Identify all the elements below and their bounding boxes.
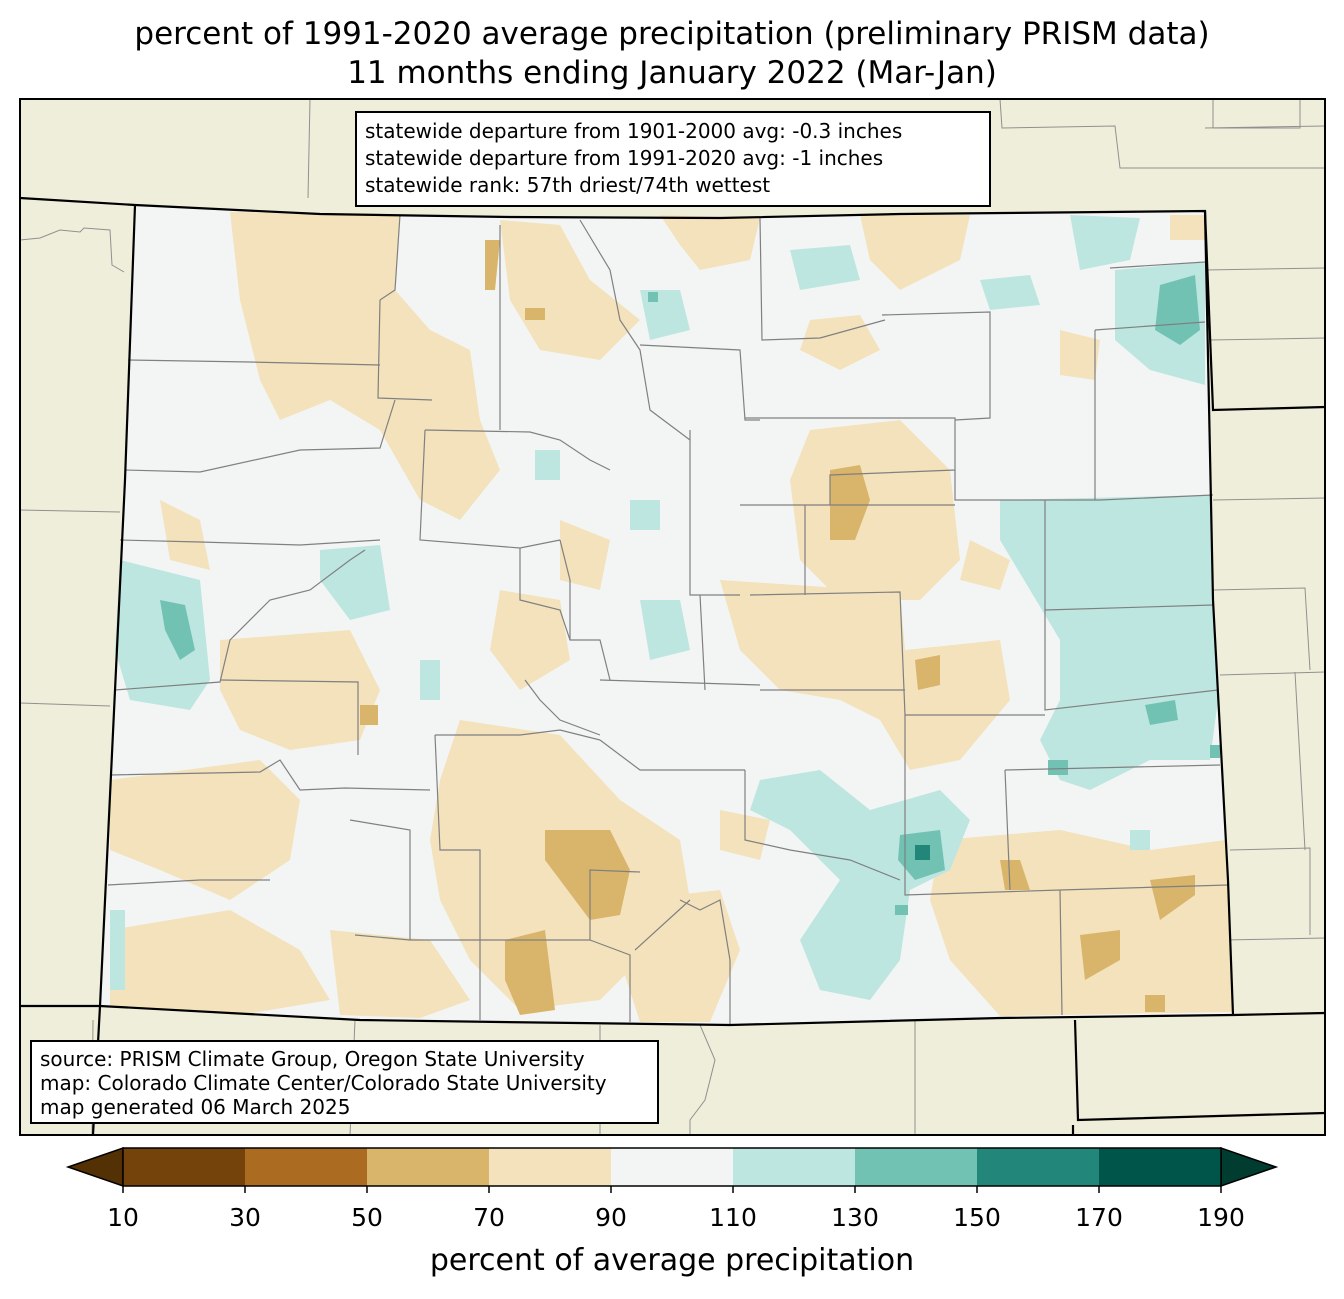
county-lines [107, 214, 1229, 1025]
colorbar-segment [611, 1148, 734, 1186]
colorbar-segment [245, 1148, 368, 1186]
state-borders [19, 196, 1326, 1136]
precip-50-70 [360, 240, 1195, 1015]
neighbor-state-lines [19, 98, 1326, 1136]
colorbar-tick-label: 50 [351, 1203, 383, 1232]
colorbar-tick-label: 130 [831, 1203, 879, 1232]
map-credit-line: map: Colorado Climate Center/Colorado St… [40, 1071, 607, 1095]
colorbar-segment [367, 1148, 490, 1186]
colorbar-tick-label: 10 [107, 1203, 139, 1232]
stats-line-1991: statewide departure from 1991-2020 avg: … [365, 146, 884, 170]
source-box: source: PRISM Climate Group, Oregon Stat… [30, 1040, 659, 1124]
colorbar-border [122, 1147, 1222, 1187]
stats-line-1901: statewide departure from 1901-2000 avg: … [365, 119, 903, 143]
precip-130-150 [160, 275, 1220, 915]
colorbar-tick-label: 90 [595, 1203, 627, 1232]
generated-date-line: map generated 06 March 2025 [40, 1095, 351, 1119]
colorbar [65, 1146, 1279, 1193]
colorbar-segment [855, 1148, 978, 1186]
source-line: source: PRISM Climate Group, Oregon Stat… [40, 1047, 585, 1071]
colorbar-tick-label: 70 [473, 1203, 505, 1232]
colorbar-tick-label: 110 [709, 1203, 757, 1232]
colorbar-segment [489, 1148, 612, 1186]
colorbar-segment [1099, 1148, 1222, 1186]
colorbar-over-arrow [1220, 1146, 1279, 1188]
precip-70-90 [110, 212, 1232, 1022]
map-title: percent of 1991-2020 average precipitati… [134, 16, 1210, 52]
map-frame [19, 98, 1326, 1136]
statewide-stats-box: statewide departure from 1901-2000 avg: … [355, 111, 991, 207]
colorbar-tick-label: 190 [1197, 1203, 1245, 1232]
colorbar-tick-label: 30 [229, 1203, 261, 1232]
colorbar-tick-label: 150 [953, 1203, 1001, 1232]
map-subtitle: 11 months ending January 2022 (Mar-Jan) [347, 55, 997, 91]
precip-150-170 [915, 845, 930, 860]
colorbar-under-arrow [65, 1146, 124, 1188]
colorbar-segment [123, 1148, 246, 1186]
colorbar-tick-label: 170 [1075, 1203, 1123, 1232]
colorbar-label: percent of average precipitation [429, 1243, 915, 1278]
colorbar-segment [977, 1148, 1100, 1186]
colorbar-segment [733, 1148, 856, 1186]
stats-line-rank: statewide rank: 57th driest/74th wettest [365, 173, 771, 197]
